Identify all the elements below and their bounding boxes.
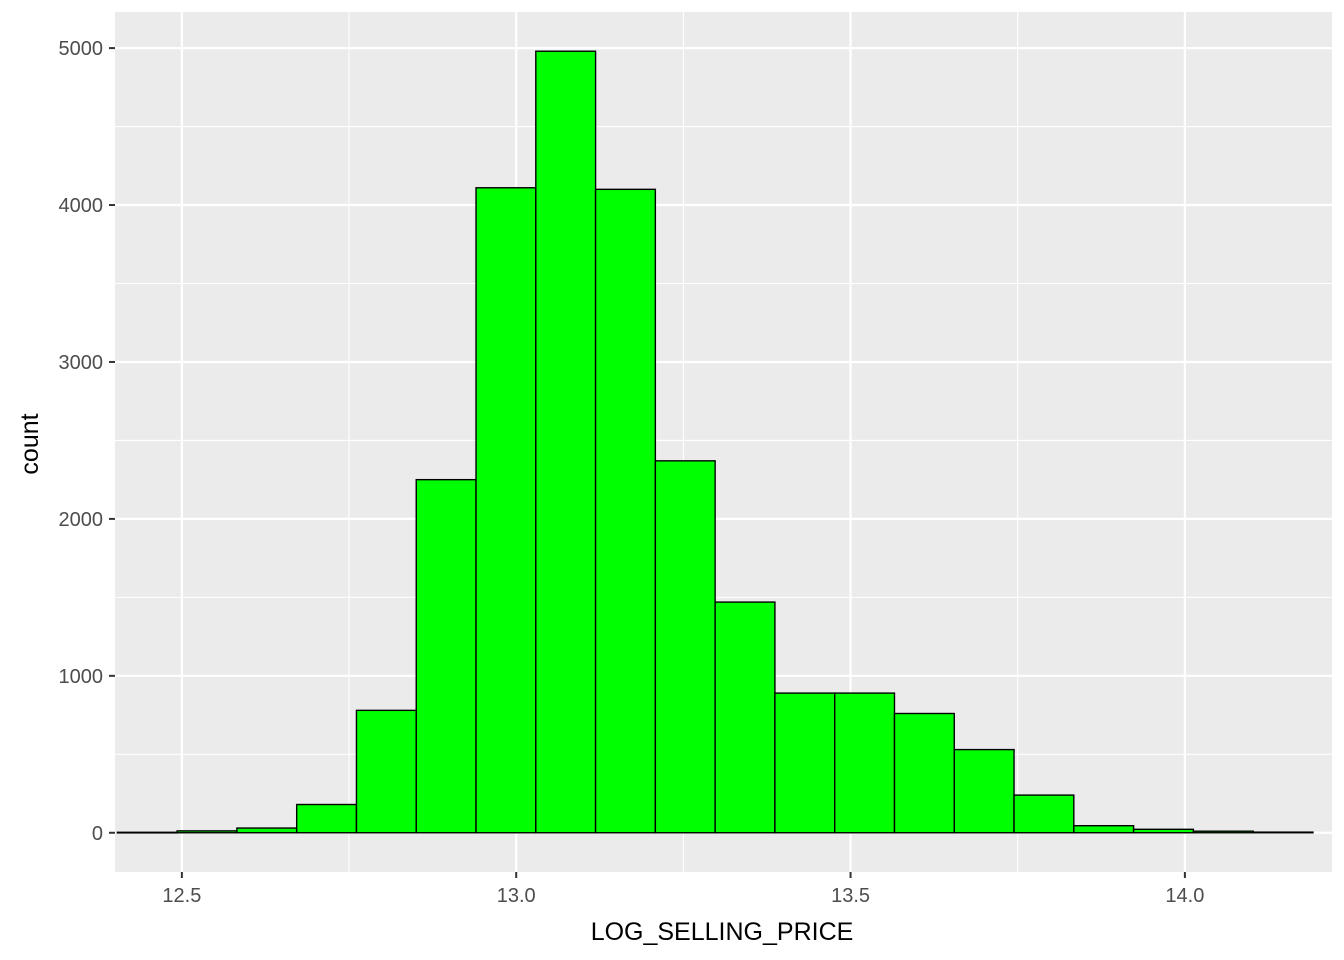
y-axis: 0 1000 2000 3000 4000 5000	[59, 38, 115, 845]
histogram-bar	[1073, 825, 1135, 834]
histogram-bar	[116, 831, 178, 834]
histogram-bar	[1132, 828, 1195, 834]
y-tick-label: 3000	[59, 352, 104, 374]
histogram-bar	[236, 827, 298, 834]
x-tick-label: 14.0	[1165, 885, 1204, 907]
histogram-bar	[953, 748, 1015, 834]
histogram-bar	[893, 712, 955, 834]
histogram-bar	[295, 803, 358, 834]
histogram-bar	[176, 830, 238, 834]
histogram-bar	[714, 601, 776, 834]
y-tick-label: 1000	[59, 666, 104, 688]
histogram-bar	[355, 709, 417, 834]
histogram-bars	[116, 50, 1314, 834]
x-tick-label: 13.0	[497, 885, 536, 907]
histogram-bar	[1192, 830, 1254, 834]
histogram-bar	[535, 50, 597, 834]
histogram-bar	[654, 460, 716, 834]
y-tick-label: 2000	[59, 509, 104, 531]
histogram-bar	[834, 692, 896, 834]
histogram-bar	[1252, 831, 1314, 834]
y-axis-title: count	[16, 413, 44, 474]
x-axis-title: LOG_SELLING_PRICE	[591, 918, 854, 946]
x-tick-label: 13.5	[831, 885, 870, 907]
x-tick-label: 12.5	[162, 885, 201, 907]
x-axis: 12.5 13.0 13.5 14.0	[162, 872, 1204, 907]
histogram-bar	[475, 187, 537, 834]
y-tick-label: 5000	[59, 38, 104, 60]
histogram-bar	[774, 692, 836, 834]
histogram-bar	[1013, 794, 1075, 834]
histogram-bar	[415, 478, 477, 834]
y-tick-label: 0	[92, 823, 103, 845]
y-tick-label: 4000	[59, 195, 104, 217]
histogram-bar	[594, 188, 657, 834]
